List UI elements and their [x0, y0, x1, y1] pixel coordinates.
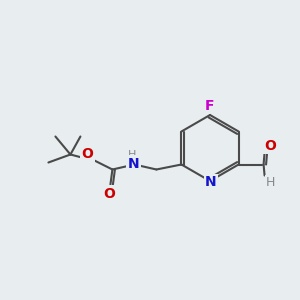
Text: O: O	[82, 146, 93, 161]
Text: N: N	[205, 175, 217, 189]
Text: O: O	[265, 139, 277, 152]
Text: H: H	[266, 176, 275, 189]
Text: O: O	[103, 187, 116, 200]
Text: N: N	[128, 157, 139, 170]
Text: H: H	[128, 151, 136, 160]
Text: F: F	[205, 99, 215, 113]
